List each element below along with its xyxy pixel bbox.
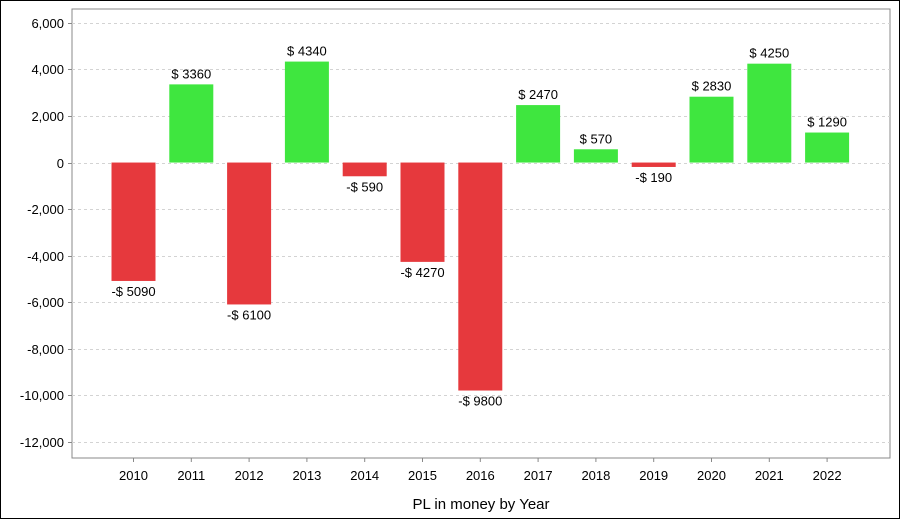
x-tick-label: 2016	[466, 468, 495, 483]
y-tick-labels: 6,000 4,000 2,000 0 -2,000 -4,000 -6,000 -8,000…	[20, 16, 64, 450]
bar-2016	[458, 162, 503, 391]
bar-2019	[631, 162, 676, 167]
bar-2017	[516, 105, 561, 163]
bar-2013	[284, 61, 329, 163]
x-tick-label: 2015	[408, 468, 437, 483]
data-label-2020: $ 2830	[692, 79, 732, 94]
x-tick-label: 2012	[235, 468, 264, 483]
bar-2022	[805, 132, 850, 163]
bars	[111, 61, 850, 391]
data-label-2018: $ 570	[580, 131, 613, 146]
axes	[68, 23, 828, 462]
bar-2018	[573, 149, 618, 163]
data-label-2010: -$ 5090	[111, 284, 155, 299]
data-label-2017: $ 2470	[518, 87, 558, 102]
y-tick-label: 2,000	[31, 109, 64, 124]
bar-2011	[169, 84, 214, 163]
x-tick-label: 2017	[524, 468, 553, 483]
data-label-2013: $ 4340	[287, 44, 327, 59]
y-tick-label: 6,000	[31, 16, 64, 31]
x-tick-label: 2013	[292, 468, 321, 483]
bar-2014	[342, 162, 387, 177]
y-tick-label: 0	[57, 156, 64, 171]
bar-2015	[400, 162, 445, 262]
data-label-2022: $ 1290	[807, 115, 847, 130]
x-tick-label: 2010	[119, 468, 148, 483]
x-axis-title: PL in money by Year	[412, 496, 549, 513]
y-tick-label: -12,000	[20, 435, 64, 450]
x-tick-labels: 2010 2011 2012 2013 2014 2015 2016 2017 2018 2019…	[119, 468, 842, 483]
y-tick-label: -6,000	[27, 295, 64, 310]
x-tick-label: 2020	[697, 468, 726, 483]
y-tick-label: -10,000	[20, 388, 64, 403]
x-tick-label: 2019	[639, 468, 668, 483]
data-label-2014: -$ 590	[346, 179, 383, 194]
x-tick-label: 2018	[581, 468, 610, 483]
data-label-2021: $ 4250	[749, 46, 789, 61]
data-label-2015: -$ 4270	[400, 265, 444, 280]
x-tick-label: 2011	[177, 468, 205, 483]
y-tick-label: 4,000	[31, 62, 64, 77]
y-tick-label: -4,000	[27, 249, 64, 264]
x-tick-label: 2021	[755, 468, 784, 483]
bar-2021	[747, 63, 792, 163]
bar-2012	[227, 162, 272, 305]
data-labels: -$ 5090 $ 3360 -$ 6100 $ 4340 -$ 590 -$ 4270 -…	[111, 44, 847, 409]
data-label-2016: -$ 9800	[458, 394, 502, 409]
bar-2010	[111, 162, 156, 281]
y-tick-label: -8,000	[27, 342, 64, 357]
data-label-2019: -$ 190	[635, 170, 672, 185]
x-tick-label: 2014	[350, 468, 379, 483]
y-tick-label: -2,000	[27, 202, 64, 217]
data-label-2011: $ 3360	[171, 66, 211, 81]
data-label-2012: -$ 6100	[227, 307, 271, 322]
x-tick-label: 2022	[813, 468, 842, 483]
bar-2020	[689, 96, 734, 163]
